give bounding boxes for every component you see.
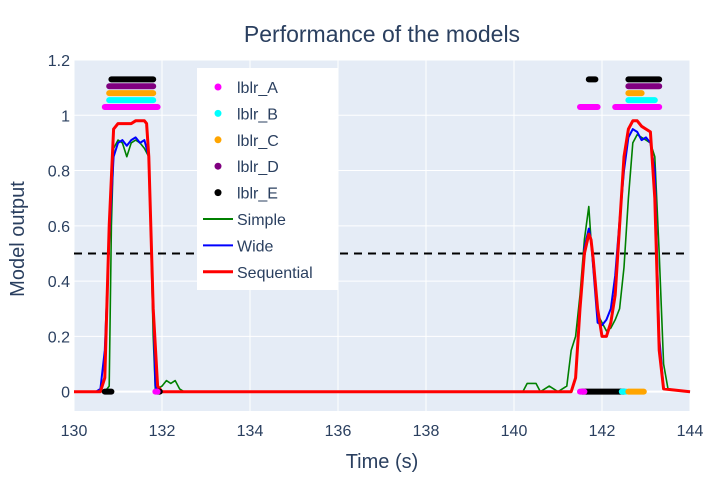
labeler-markers	[101, 76, 663, 395]
legend-marker-lblr_c	[214, 136, 222, 144]
legend-label: Sequential	[237, 265, 313, 282]
y-tick-label: 0.4	[48, 274, 70, 291]
legend-label: lblr_B	[237, 106, 278, 123]
x-tick-label: 130	[61, 423, 88, 440]
legend-label: lblr_D	[237, 159, 279, 176]
legend-label: lblr_A	[237, 80, 278, 97]
legend-marker-lblr_b	[214, 109, 222, 117]
legend-label: lblr_E	[237, 186, 278, 203]
series-lines	[74, 119, 691, 394]
legend-marker-lblr_e	[214, 189, 222, 197]
y-tick-label: 0	[61, 385, 70, 402]
legend-marker-lblr_a	[214, 83, 222, 91]
y-tick-label: 0.6	[48, 219, 70, 236]
x-tick-label: 134	[237, 423, 264, 440]
legend-label: Simple	[237, 212, 286, 229]
x-tick-label: 132	[149, 423, 176, 440]
legend-marker-lblr_d	[214, 162, 222, 170]
x-axis-label: Time (s)	[346, 451, 419, 473]
y-tick-label: 1	[61, 108, 70, 125]
x-tick-label: 144	[677, 423, 704, 440]
chart-title: Performance of the models	[244, 21, 520, 47]
y-tick-label: 0.2	[48, 329, 70, 346]
x-tick-label: 136	[325, 423, 352, 440]
y-tick-label: 1.2	[48, 53, 70, 70]
axis-ticks: 130 132 134 136 138 140 142 144 0 0.2 0.4 0.6 0.8 1 1.…	[48, 53, 704, 440]
plot-background	[74, 60, 690, 411]
y-axis-label: Model output	[7, 181, 29, 297]
legend-label: lblr_C	[237, 133, 279, 150]
x-tick-label: 138	[413, 423, 440, 440]
x-tick-label: 140	[501, 423, 528, 440]
series-line-sequential	[74, 119, 691, 394]
legend-label: Wide	[237, 238, 274, 255]
x-tick-label: 142	[589, 423, 616, 440]
legend: lblr_A lblr_B lblr_C lblr_D lblr_E Simple Wide…	[197, 68, 338, 290]
legend-box	[197, 68, 338, 290]
y-tick-label: 0.8	[48, 164, 70, 181]
